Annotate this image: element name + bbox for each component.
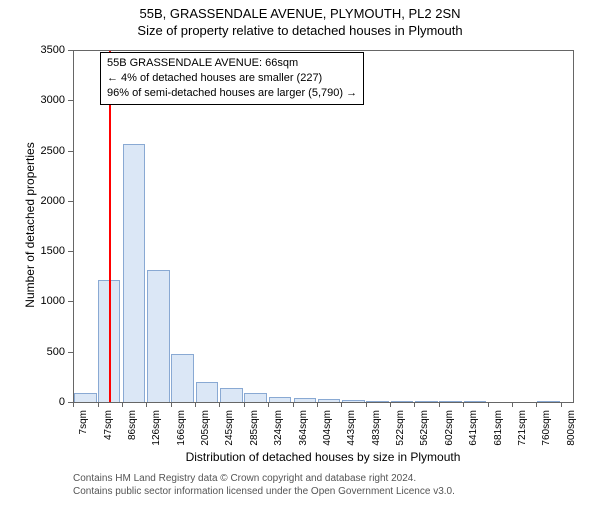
attribution-footer: Contains HM Land Registry data © Crown c… [73, 472, 455, 498]
x-tick-label: 126sqm [151, 410, 162, 460]
x-tick-mark [171, 402, 172, 407]
x-tick-mark [146, 402, 147, 407]
y-tick-mark [68, 201, 73, 202]
x-tick-label: 324sqm [273, 410, 284, 460]
x-tick-label: 483sqm [371, 410, 382, 460]
y-tick-label: 2500 [0, 145, 65, 157]
y-tick-mark [68, 151, 73, 152]
y-tick-label: 2000 [0, 195, 65, 207]
x-tick-label: 86sqm [127, 410, 138, 460]
x-tick-mark [439, 402, 440, 407]
y-tick-mark [68, 100, 73, 101]
y-tick-label: 0 [0, 396, 65, 408]
x-tick-label: 404sqm [322, 410, 333, 460]
x-tick-mark [219, 402, 220, 407]
x-tick-mark [98, 402, 99, 407]
x-tick-mark [317, 402, 318, 407]
x-tick-label: 800sqm [566, 410, 577, 460]
x-tick-label: 721sqm [517, 410, 528, 460]
x-tick-label: 562sqm [419, 410, 430, 460]
x-tick-mark [244, 402, 245, 407]
x-tick-mark [293, 402, 294, 407]
x-tick-mark [122, 402, 123, 407]
x-tick-label: 245sqm [224, 410, 235, 460]
y-tick-label: 500 [0, 346, 65, 358]
y-tick-label: 1500 [0, 245, 65, 257]
x-tick-mark [390, 402, 391, 407]
x-tick-mark [195, 402, 196, 407]
x-tick-label: 760sqm [541, 410, 552, 460]
footer-line2: Contains public sector information licen… [73, 485, 455, 498]
x-tick-mark [268, 402, 269, 407]
x-tick-label: 364sqm [298, 410, 309, 460]
histogram-bar [171, 354, 193, 403]
x-tick-mark [536, 402, 537, 407]
x-tick-mark [414, 402, 415, 407]
y-tick-mark [68, 50, 73, 51]
infobox-line1: 55B GRASSENDALE AVENUE: 66sqm [107, 56, 357, 71]
x-tick-label: 166sqm [176, 410, 187, 460]
y-tick-label: 1000 [0, 295, 65, 307]
infobox-line2: ← 4% of detached houses are smaller (227… [107, 71, 357, 86]
x-tick-label: 443sqm [346, 410, 357, 460]
page-title-line1: 55B, GRASSENDALE AVENUE, PLYMOUTH, PL2 2… [0, 6, 600, 23]
x-tick-mark [512, 402, 513, 407]
histogram-bar [123, 144, 145, 403]
x-tick-label: 47sqm [103, 410, 114, 460]
x-tick-label: 205sqm [200, 410, 211, 460]
y-tick-mark [68, 301, 73, 302]
x-tick-label: 522sqm [395, 410, 406, 460]
x-tick-mark [341, 402, 342, 407]
histogram-bar [220, 388, 242, 403]
x-tick-label: 641sqm [468, 410, 479, 460]
y-tick-label: 3000 [0, 94, 65, 106]
x-tick-mark [73, 402, 74, 407]
x-tick-mark [561, 402, 562, 407]
x-tick-mark [366, 402, 367, 407]
x-tick-label: 7sqm [78, 410, 89, 460]
x-tick-label: 602sqm [444, 410, 455, 460]
y-tick-label: 3500 [0, 44, 65, 56]
footer-line1: Contains HM Land Registry data © Crown c… [73, 472, 455, 485]
x-tick-label: 681sqm [493, 410, 504, 460]
page-title-line2: Size of property relative to detached ho… [0, 23, 600, 40]
x-tick-mark [488, 402, 489, 407]
histogram-bar [147, 270, 169, 403]
infobox-line3: 96% of semi-detached houses are larger (… [107, 86, 357, 101]
y-tick-mark [68, 352, 73, 353]
x-tick-label: 285sqm [249, 410, 260, 460]
histogram-bar [196, 382, 218, 403]
property-info-box: 55B GRASSENDALE AVENUE: 66sqm ← 4% of de… [100, 52, 364, 105]
y-tick-mark [68, 251, 73, 252]
x-tick-mark [463, 402, 464, 407]
